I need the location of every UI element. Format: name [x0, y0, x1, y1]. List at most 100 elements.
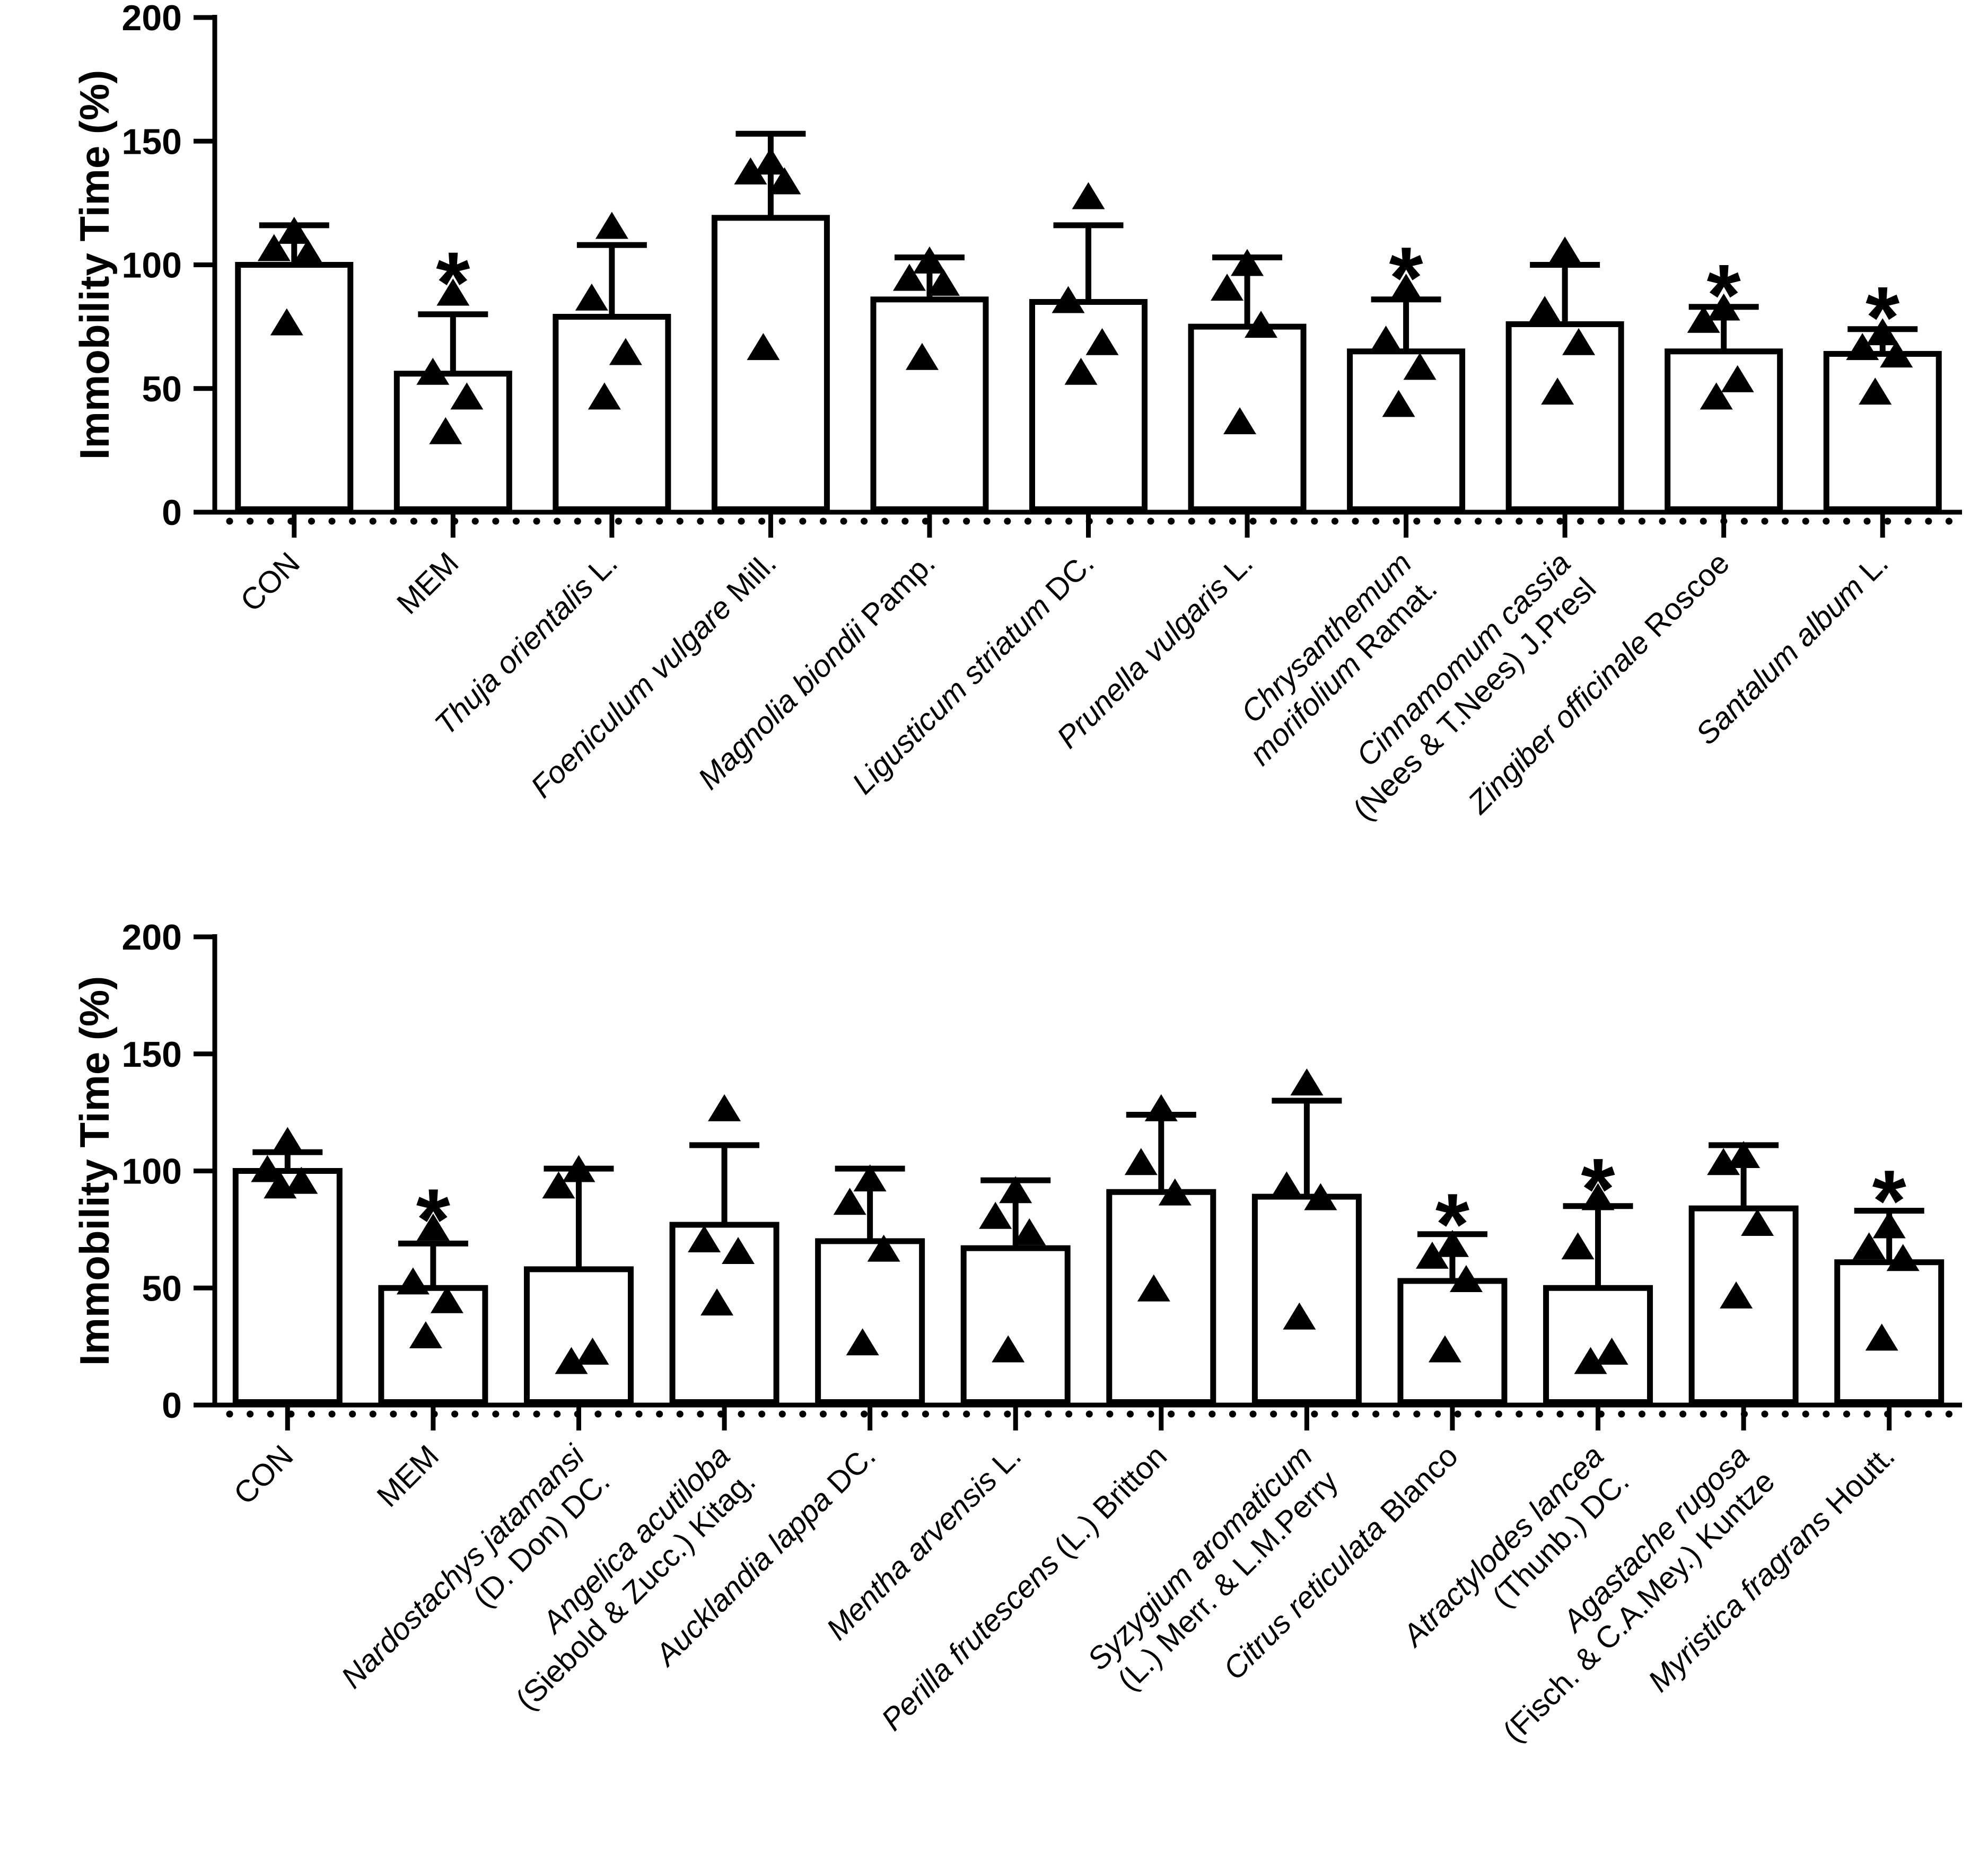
- data-point-triangle: [436, 278, 470, 306]
- y-tick-label: 150: [122, 121, 182, 162]
- data-point-triangle: [846, 1328, 879, 1356]
- data-point-triangle: [913, 246, 946, 274]
- data-point-triangle: [734, 157, 767, 185]
- data-point-triangle: [1720, 1281, 1753, 1309]
- data-point-triangle: [1866, 318, 1899, 346]
- data-point-triangle: [416, 1213, 450, 1241]
- data-point-triangle: [1561, 1232, 1595, 1260]
- data-point-triangle: [892, 264, 926, 291]
- data-point-triangle: [1223, 407, 1257, 435]
- data-point-triangle: [1085, 328, 1119, 355]
- data-point-triangle: [251, 1155, 284, 1182]
- data-point-triangle: [291, 239, 325, 266]
- data-point-triangle: [1290, 1068, 1324, 1096]
- data-point-triangle: [1435, 1230, 1469, 1257]
- data-point-triangle: [1137, 1274, 1170, 1302]
- mean-bar: [815, 1238, 925, 1405]
- data-point-triangle: [1872, 1211, 1906, 1239]
- data-point-triangle: [1595, 1337, 1628, 1365]
- y-tick-label: 200: [122, 0, 182, 38]
- mean-bar: [232, 1168, 343, 1405]
- data-point-triangle: [853, 1164, 887, 1192]
- mean-bar: [1665, 348, 1783, 513]
- significance-star: *: [1707, 246, 1741, 344]
- data-point-triangle: [992, 1335, 1025, 1363]
- data-point-triangle: [450, 382, 484, 410]
- data-point-triangle: [1721, 365, 1754, 392]
- data-point-triangle: [999, 1176, 1032, 1204]
- significance-star: *: [1866, 268, 1900, 366]
- data-point-triangle: [1886, 1244, 1920, 1271]
- data-point-triangle: [609, 338, 642, 365]
- data-point-triangle: [722, 1237, 755, 1265]
- data-point-triangle: [708, 1094, 741, 1121]
- data-point-triangle: [754, 147, 787, 175]
- data-point-triangle: [688, 1225, 721, 1252]
- data-point-triangle: [833, 1188, 866, 1215]
- data-point-triangle: [1389, 274, 1423, 301]
- x-category-label: Perilla frutescens (L.) Britton: [875, 1438, 1173, 1737]
- data-point-triangle: [1231, 249, 1264, 276]
- mean-bar: [523, 1266, 634, 1405]
- data-point-triangle: [1382, 390, 1415, 417]
- bar-group: *: [1665, 246, 1783, 538]
- data-point-triangle: [1707, 293, 1740, 321]
- data-point-triangle: [768, 167, 801, 195]
- significance-star: *: [1872, 1152, 1907, 1250]
- y-tick-label: 150: [122, 1034, 182, 1075]
- bar-group: [1505, 236, 1624, 538]
- significance-star: *: [416, 1171, 451, 1268]
- data-point-triangle: [1283, 1302, 1316, 1330]
- bar-group: [960, 1176, 1071, 1430]
- x-category-label: MEM: [390, 546, 466, 621]
- data-point-triangle: [747, 333, 780, 361]
- data-point-triangle: [1562, 328, 1596, 355]
- data-point-triangle: [979, 1201, 1012, 1229]
- bar-group: [1688, 1141, 1799, 1430]
- y-axis-title: Immobility Time (%): [71, 976, 118, 1366]
- bar-group: [235, 216, 354, 538]
- mean-bar: [1543, 1285, 1653, 1405]
- bar-group: [1029, 182, 1148, 538]
- mean-bar: [1188, 323, 1307, 512]
- significance-star: *: [1581, 1140, 1615, 1238]
- data-point-triangle: [700, 1288, 734, 1316]
- y-tick-label: 100: [122, 1152, 182, 1192]
- data-point-triangle: [1581, 1183, 1615, 1210]
- y-tick-label: 50: [142, 369, 182, 409]
- data-point-triangle: [575, 283, 608, 311]
- data-point-triangle: [1403, 353, 1437, 380]
- bar-group: [1251, 1068, 1362, 1430]
- data-point-triangle: [905, 343, 939, 370]
- data-point-triangle: [1574, 1347, 1607, 1374]
- data-point-triangle: [867, 1234, 900, 1262]
- bar-group: [711, 130, 830, 538]
- data-point-triangle: [1415, 1241, 1449, 1269]
- data-point-triangle: [1304, 1183, 1337, 1210]
- data-point-triangle: [1211, 274, 1244, 301]
- mean-bar: [1347, 348, 1466, 513]
- bar-group: [815, 1164, 925, 1430]
- data-point-triangle: [1449, 1265, 1483, 1293]
- data-point-triangle: [285, 1166, 318, 1194]
- significance-star: *: [1389, 229, 1423, 327]
- data-point-triangle: [257, 234, 291, 261]
- bar-group: *: [393, 234, 512, 538]
- bar-group: [870, 246, 989, 538]
- bar-group: *: [1397, 1175, 1508, 1430]
- mean-bar: [553, 313, 671, 513]
- data-point-triangle: [270, 308, 303, 336]
- data-point-triangle: [926, 268, 960, 296]
- data-point-triangle: [1700, 382, 1733, 410]
- bar-group: *: [1834, 1152, 1945, 1430]
- data-point-triangle: [1548, 236, 1582, 264]
- y-tick-label: 100: [122, 245, 182, 286]
- mean-bar: [960, 1245, 1071, 1406]
- data-point-triangle: [1245, 311, 1278, 338]
- mean-bar: [870, 296, 989, 512]
- x-category-label: MEM: [370, 1438, 445, 1514]
- bar-group: [232, 1127, 343, 1430]
- data-point-triangle: [264, 1171, 297, 1199]
- data-point-triangle: [1013, 1218, 1046, 1245]
